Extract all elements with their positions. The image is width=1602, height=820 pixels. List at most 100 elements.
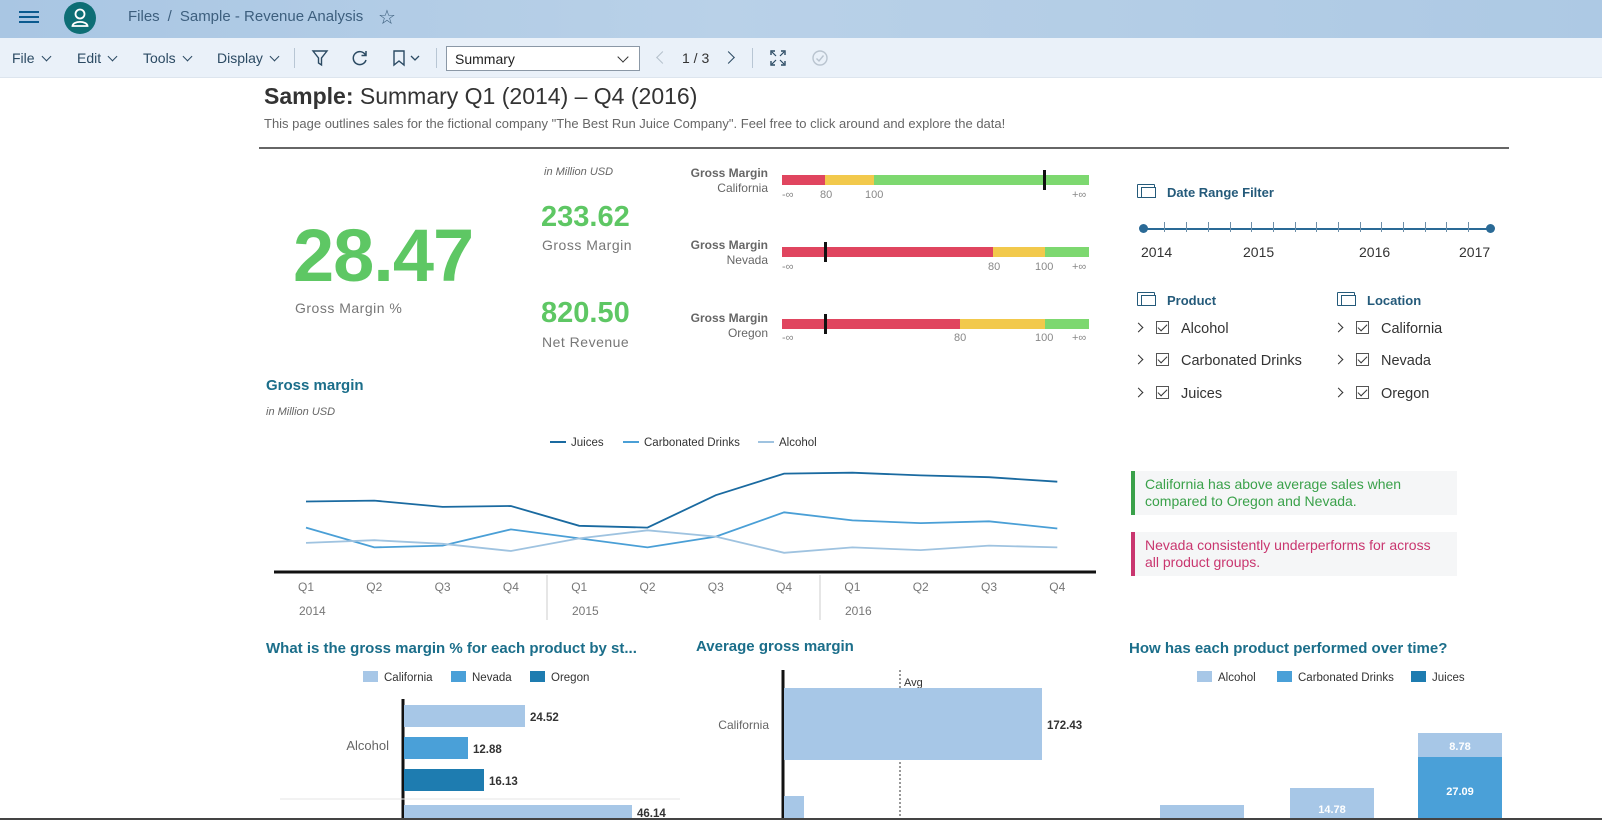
breadcrumb-files[interactable]: Files	[128, 8, 160, 25]
legend-oregon[interactable]: Oregon	[530, 670, 589, 684]
gross-margin-line-chart[interactable]: Q1 Q2 Q3 Q4 Q1 Q2 Q3 Q4 Q1 Q2 Q3 Q4 2014 2015 2016	[270, 455, 1100, 620]
legend-nevada[interactable]: Nevada	[451, 670, 512, 684]
bullet-tick: +∞	[1072, 189, 1087, 201]
line-series-alcohol[interactable]	[305, 529, 1058, 554]
x-tick-label: Q2	[366, 580, 382, 594]
legend-alcohol[interactable]: Alcohol	[758, 437, 817, 449]
bullet-chart-oregon[interactable]	[782, 314, 1089, 334]
slider-tick	[1381, 222, 1382, 232]
bar-oregon[interactable]	[404, 769, 484, 791]
stacked-bar-segment[interactable]	[1160, 805, 1244, 820]
chevron-right-icon[interactable]	[1133, 322, 1144, 333]
favorite-star-icon[interactable]: ☆	[378, 7, 396, 29]
location-filter-title[interactable]: Location	[1367, 293, 1422, 308]
legend-swatch	[1197, 671, 1212, 682]
viewport-bottom-edge	[0, 818, 1602, 820]
checkbox-checked[interactable]	[1356, 321, 1369, 334]
checkbox-checked[interactable]	[1356, 386, 1369, 399]
menu-tools-label: Tools	[143, 50, 176, 66]
bar-nevada[interactable]	[404, 737, 468, 759]
bullet-chart-california[interactable]	[782, 170, 1089, 190]
chevron-right-icon[interactable]	[1133, 387, 1144, 398]
bullet-tick: -∞	[782, 189, 794, 201]
menu-edit-label: Edit	[77, 50, 102, 66]
input-control-icon	[1137, 292, 1156, 306]
stacked-bar-segment[interactable]	[1418, 757, 1502, 820]
bookmark-icon[interactable]	[391, 48, 423, 68]
slider-tick	[1186, 222, 1187, 232]
slider-tick	[1251, 222, 1252, 232]
line-series-carbonated-drinks[interactable]	[305, 511, 1058, 549]
product-filter-title[interactable]: Product	[1167, 293, 1217, 308]
menu-edit[interactable]: Edit	[77, 50, 118, 66]
bar-chart-2-title: Average gross margin	[696, 638, 854, 655]
gross-margin-pct-value[interactable]: 28.47	[293, 214, 474, 297]
page-select[interactable]: Summary	[446, 46, 640, 71]
checkbox-checked[interactable]	[1156, 386, 1169, 399]
date-range-filter-title[interactable]: Date Range Filter	[1167, 185, 1274, 200]
legend-carbonated[interactable]: Carbonated Drinks	[623, 437, 740, 449]
avatar[interactable]	[64, 2, 96, 34]
checkbox-checked[interactable]	[1156, 353, 1169, 366]
chevron-right-icon[interactable]	[1333, 354, 1344, 365]
product-option-alcohol[interactable]: Alcohol	[1133, 320, 1229, 337]
bullet-range-green	[874, 175, 1089, 185]
filter-icon[interactable]	[311, 48, 329, 68]
line-series-juices[interactable]	[305, 471, 1058, 529]
checkbox-checked[interactable]	[1156, 321, 1169, 334]
next-page-icon[interactable]	[722, 51, 735, 64]
product-option-juices[interactable]: Juices	[1133, 385, 1223, 402]
disabled-action-icon	[812, 50, 828, 66]
fullscreen-icon[interactable]	[768, 48, 788, 68]
menu-file[interactable]: File	[12, 50, 52, 66]
bullet-tick: +∞	[1072, 261, 1087, 273]
product-option-label: Juices	[1181, 386, 1223, 402]
bullet-range-green	[1045, 247, 1089, 257]
bullet-label-california: Gross Margin California	[618, 166, 768, 196]
chevron-right-icon[interactable]	[1333, 387, 1344, 398]
refresh-icon[interactable]	[350, 48, 370, 68]
bullet-chart-nevada[interactable]	[782, 242, 1089, 262]
legend-juices[interactable]: Juices	[550, 437, 604, 449]
legend-alcohol[interactable]: Alcohol	[1197, 670, 1256, 684]
slider-handle-start[interactable]	[1139, 224, 1148, 233]
chevron-down-icon	[269, 51, 280, 62]
legend-carbonated[interactable]: Carbonated Drinks	[1277, 670, 1394, 684]
chevron-right-icon[interactable]	[1133, 354, 1144, 365]
legend-juices[interactable]: Juices	[1411, 670, 1465, 684]
bar-value-label: 24.52	[530, 712, 559, 724]
bar-california[interactable]	[404, 805, 632, 819]
net-revenue-value[interactable]: 820.50	[541, 297, 630, 329]
location-option-california[interactable]: California	[1333, 320, 1442, 337]
bullet-tick: 100	[1035, 261, 1054, 273]
menu-tools[interactable]: Tools	[143, 50, 193, 66]
stacked-bar-segment[interactable]	[1290, 788, 1374, 820]
bar-california[interactable]	[784, 688, 1042, 760]
insight-positive: California has above average sales when …	[1131, 471, 1457, 515]
average-gross-margin-bar-chart[interactable]: Avg California 172.43	[700, 668, 1100, 820]
slider-tick	[1446, 222, 1447, 232]
product-option-label: Alcohol	[1181, 321, 1229, 337]
product-performance-stacked-chart[interactable]: 14.78 8.78 27.09	[1130, 700, 1530, 820]
bullet-range-green	[1045, 319, 1089, 329]
input-control-icon	[1137, 184, 1156, 198]
checkbox-checked[interactable]	[1356, 353, 1369, 366]
chevron-right-icon[interactable]	[1333, 322, 1344, 333]
bullet-region: Nevada	[726, 253, 768, 267]
slider-tick	[1316, 222, 1317, 232]
bar-california[interactable]	[404, 705, 525, 727]
location-option-nevada[interactable]: Nevada	[1333, 352, 1431, 369]
menu-display[interactable]: Display	[217, 50, 280, 66]
product-option-carbonated[interactable]: Carbonated Drinks	[1133, 352, 1302, 369]
previous-page-icon[interactable]	[656, 51, 669, 64]
gross-margin-value[interactable]: 233.62	[541, 201, 630, 233]
page-title-bold: Sample:	[264, 83, 354, 109]
stacked-bar-segment[interactable]	[1418, 733, 1502, 757]
slider-handle-end[interactable]	[1486, 224, 1495, 233]
legend-california[interactable]: California	[363, 670, 433, 684]
menu-icon[interactable]	[19, 8, 39, 26]
gross-margin-pct-bar-chart[interactable]: Alcohol 24.52 12.88 16.13 46.14	[280, 695, 680, 819]
bar-value-label: 12.88	[473, 744, 502, 756]
bar-partial[interactable]	[784, 796, 804, 820]
location-option-oregon[interactable]: Oregon	[1333, 385, 1429, 402]
